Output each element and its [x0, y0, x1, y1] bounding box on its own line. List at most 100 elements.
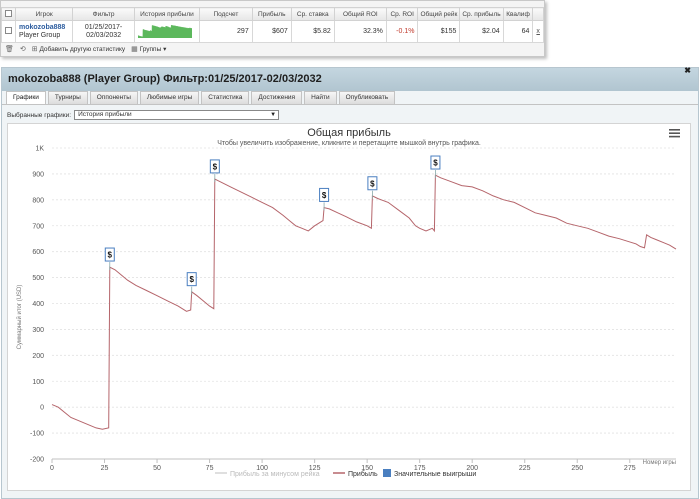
col-header-player[interactable]: Игрок — [14, 7, 74, 21]
tab-publish[interactable]: Опубликовать — [338, 91, 396, 104]
avg-stake-value: $5.82 — [290, 20, 335, 43]
x-tick-label: 275 — [624, 465, 636, 472]
x-tick-label: 100 — [256, 465, 268, 472]
tab-opponents[interactable]: Оппоненты — [89, 91, 138, 104]
flag-box — [186, 272, 197, 287]
big-win-flag[interactable]: $ — [209, 159, 220, 182]
tab-favorite-games[interactable]: Любимые игры — [139, 91, 200, 104]
x-tick-label: 250 — [571, 465, 583, 472]
col-header-count[interactable]: Подсчет — [199, 7, 253, 21]
y-tick-label: 700 — [32, 223, 44, 230]
hamburger-menu-icon[interactable] — [669, 129, 680, 131]
profit-history-cell[interactable] — [133, 20, 201, 43]
chevron-down-icon: ▾ — [163, 46, 167, 53]
player-graph-window: mokozoba888 (Player Group) Фильтр:01/25/… — [1, 66, 699, 499]
tab-achievements[interactable]: Достижения — [251, 91, 303, 104]
flag-box — [104, 247, 115, 262]
big-win-flag[interactable]: $ — [367, 176, 378, 199]
legend-item-net-profit[interactable]: Прибыль за минусом рейка — [215, 470, 320, 478]
legend-item-profit[interactable]: Прибыль — [333, 470, 378, 478]
stats-panel: Игрок Фильтр История прибыли Подсчет При… — [0, 0, 545, 57]
tab-graphs[interactable]: Графики — [6, 91, 46, 104]
big-win-flag[interactable]: $ — [430, 155, 441, 179]
x-tick-label: 150 — [361, 465, 373, 472]
tab-tournaments[interactable]: Турниры — [47, 91, 88, 104]
select-all-checkbox-cell[interactable] — [1, 7, 16, 21]
filter-end: 02/03/2032 — [86, 31, 122, 39]
big-win-flag[interactable]: $ — [319, 187, 330, 211]
legend-label-net-profit: Прибыль за минусом рейка — [230, 470, 320, 478]
profit-chart[interactable]: Общая прибыль Чтобы увеличить изображени… — [8, 124, 690, 490]
y-tick-label: -100 — [30, 431, 44, 438]
y-tick-label: 1K — [35, 146, 44, 153]
graph-select[interactable]: История прибыли ▼ — [74, 110, 280, 120]
tab-bar: Графики Турниры Оппоненты Любимые игры С… — [6, 91, 396, 104]
hamburger-menu-icon-line2[interactable] — [669, 132, 680, 134]
y-tick-label: 800 — [32, 197, 44, 204]
chart-container[interactable]: Общая прибыль Чтобы увеличить изображени… — [7, 123, 691, 491]
add-stats-label: Добавить другую статистику — [39, 46, 126, 53]
flag-label: $ — [322, 191, 327, 200]
flag-box — [430, 155, 441, 170]
col-header-qualif[interactable]: Квалиф — [502, 7, 534, 21]
flag-label: $ — [213, 162, 218, 171]
y-axis-ticks: -200 -100 0 100 200 300 400 500 600 700 800 900 1K — [30, 146, 44, 464]
close-icon[interactable]: ✖ — [684, 66, 691, 75]
y-tick-label: 600 — [32, 249, 44, 256]
x-tick-label: 200 — [466, 465, 478, 472]
x-axis-title: Номер игры — [643, 460, 676, 466]
row-checkbox-cell[interactable] — [1, 20, 16, 43]
col-header-filter[interactable]: Фильтр — [72, 7, 135, 21]
chart-title: Общая прибыль — [307, 127, 391, 139]
delete-icon[interactable]: 🗑 — [5, 46, 14, 53]
flag-label: $ — [189, 275, 194, 284]
refresh-icon[interactable]: ⟲ — [19, 46, 26, 53]
col-header-avg-profit[interactable]: Ср. прибыль — [459, 7, 504, 21]
col-header-profit[interactable]: Прибыль — [251, 7, 292, 21]
window-title: mokozoba888 (Player Group) Фильтр:01/25/… — [8, 73, 322, 85]
big-win-flag[interactable]: $ — [186, 272, 197, 295]
col-header-extra — [532, 7, 544, 21]
profit-sparkline[interactable] — [137, 24, 193, 38]
tab-statistics[interactable]: Статистика — [201, 91, 250, 104]
stats-header-row: Игрок Фильтр История прибыли Подсчет При… — [1, 7, 544, 21]
graph-selector-label: Выбранные графики: — [7, 111, 72, 119]
remove-row-icon[interactable]: x — [536, 28, 540, 35]
player-name-link[interactable]: mokozoba888 — [19, 23, 66, 31]
col-header-total-roi[interactable]: Общий ROI — [333, 7, 387, 21]
big-win-flag[interactable]: $ — [104, 247, 115, 271]
flag-label: $ — [370, 179, 375, 188]
total-roi-value: 32.3% — [333, 20, 387, 43]
sparkline-area — [137, 24, 193, 38]
col-header-profit-history[interactable]: История прибыли — [133, 7, 201, 21]
graph-selector-row: Выбранные графики: История прибыли ▼ — [7, 110, 280, 120]
row-checkbox[interactable] — [5, 27, 12, 34]
add-stats-icon: ⊞ — [31, 46, 38, 53]
total-rake-value: $155 — [417, 20, 461, 43]
add-stats-button[interactable]: ⊞ Добавить другую статистику — [32, 45, 125, 53]
y-axis-title: Суммарный итог (USD) — [16, 285, 23, 350]
x-tick-label: 50 — [153, 465, 161, 472]
tab-divider — [2, 104, 698, 105]
hamburger-menu-icon-line3[interactable] — [669, 135, 680, 138]
x-tick-label: 25 — [101, 465, 109, 472]
stats-toolbar: 🗑 ⟲ ⊞ Добавить другую статистику ▦ Групп… — [5, 43, 166, 55]
col-header-avg-stake[interactable]: Ср. ставка — [290, 7, 335, 21]
profit-line — [51, 174, 677, 430]
col-header-avg-roi[interactable]: Ср. ROI — [385, 7, 419, 21]
x-tick-label: 225 — [519, 465, 531, 472]
select-all-checkbox[interactable] — [5, 9, 12, 17]
y-tick-label: -200 — [30, 457, 44, 464]
player-cell[interactable]: mokozoba888 Player Group — [14, 20, 74, 43]
groups-dropdown[interactable]: ▦ Группы ▾ — [131, 45, 166, 53]
legend-label-profit: Прибыль — [348, 470, 378, 478]
tab-find[interactable]: Найти — [304, 91, 337, 104]
window-title-bar[interactable]: mokozoba888 (Player Group) Фильтр:01/25/… — [2, 68, 698, 91]
count-value: 297 — [199, 20, 253, 43]
chart-menu-button[interactable] — [668, 127, 682, 139]
legend-item-big-wins[interactable]: Значительные выигрыши — [383, 469, 476, 478]
table-row[interactable]: mokozoba888 Player Group 01/25/2017- 02/… — [1, 20, 544, 43]
remove-row-cell[interactable]: x — [532, 20, 544, 43]
col-header-total-rake[interactable]: Общий рейк — [417, 7, 461, 21]
x-tick-label: 0 — [50, 465, 54, 472]
